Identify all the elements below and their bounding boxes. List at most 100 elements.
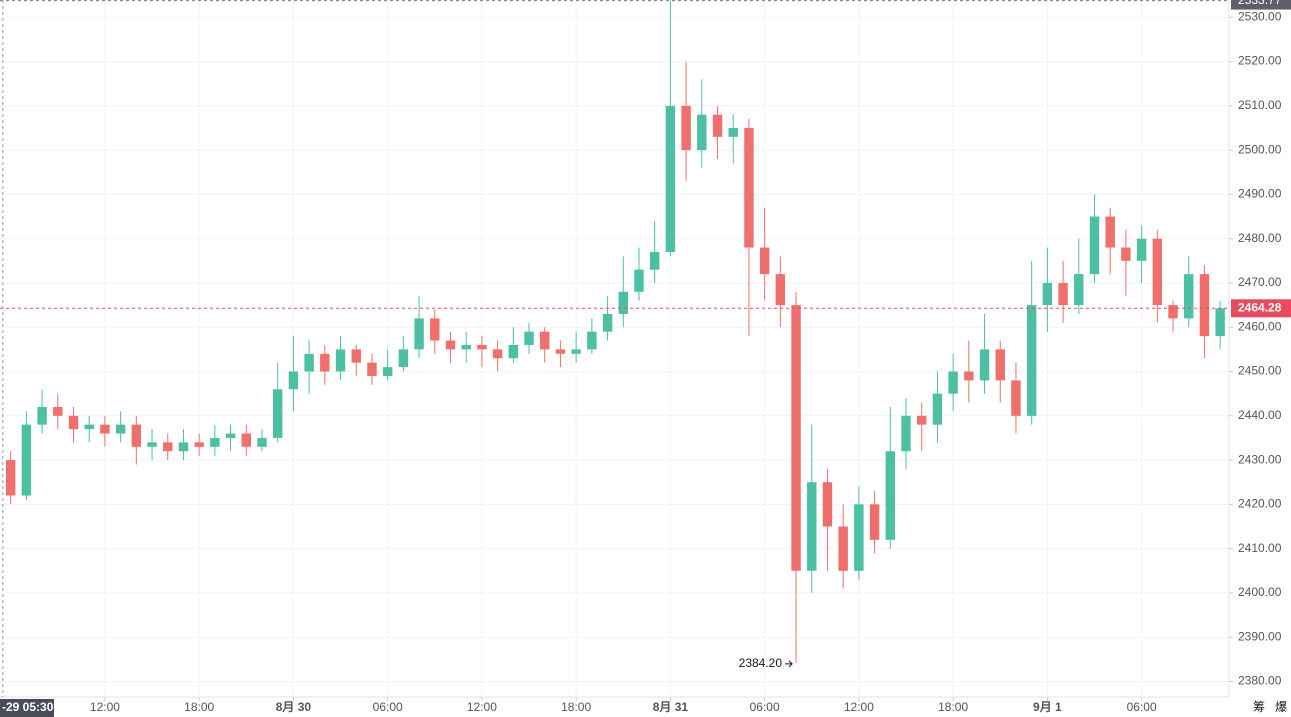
candle-body [351, 349, 361, 363]
candle-body [775, 274, 786, 306]
x-tick-label: 06:00 [373, 700, 403, 714]
y-tick-label: 2480.00 [1238, 231, 1282, 245]
candle-body [320, 353, 330, 372]
candle-body [241, 433, 252, 447]
candle-body [1042, 282, 1053, 306]
candle-body [304, 353, 314, 372]
low-arrow [785, 660, 793, 668]
candle-body [602, 313, 613, 332]
candle-body [257, 437, 267, 447]
x-tick-label: 12:00 [467, 700, 497, 714]
candle-body [84, 424, 94, 430]
candle-body [508, 344, 519, 359]
candle-body [649, 251, 660, 270]
low-label: 2384.20 [739, 656, 783, 670]
candle-body [697, 114, 707, 151]
candle-body [382, 367, 393, 376]
x-tick-label: 9月 1 [1033, 700, 1062, 714]
x-tick-label: 8月 30 [276, 700, 312, 714]
candle-body [335, 349, 346, 372]
candle-body [948, 371, 958, 394]
crosshair-label: -29 05:30 [2, 700, 54, 714]
candle-body [681, 105, 691, 151]
candle-body [634, 269, 644, 292]
y-tick-label: 2520.00 [1238, 54, 1282, 68]
candle-body [288, 371, 299, 390]
y-tick-label: 2390.00 [1238, 629, 1282, 643]
candle-body [869, 504, 880, 540]
candle-body [838, 526, 848, 571]
x-tick-label: 18:00 [561, 700, 591, 714]
candle-body [1058, 282, 1068, 306]
y-tick-label: 2420.00 [1238, 497, 1282, 511]
y-tick-label: 2380.00 [1238, 674, 1282, 688]
candle-body [1152, 238, 1163, 306]
candle-body [1184, 274, 1194, 319]
candle-body [477, 344, 487, 350]
candle-body [587, 331, 597, 350]
axis: 2380.00 2390.00 2400.00 2410.00 2420.00 2430.… [90, 9, 1282, 714]
candle-body [272, 389, 283, 438]
crosshair-label-box [0, 699, 54, 717]
candle-body [571, 349, 581, 354]
candle-body [37, 406, 47, 425]
candle-body [100, 424, 110, 434]
x-tick-label: 18:00 [938, 700, 968, 714]
candle-body [461, 344, 471, 350]
candle-body [445, 340, 456, 350]
candle-body [854, 504, 864, 571]
candle-body [791, 305, 801, 571]
candle-body [807, 482, 817, 571]
candle-body [995, 349, 1005, 381]
y-tick-label: 2510.00 [1238, 98, 1282, 112]
candle-body [1121, 247, 1131, 261]
candle-body [163, 442, 173, 452]
candle-body [916, 415, 927, 425]
candle-body [398, 349, 409, 368]
toolbar-icon[interactable]: 爆 [1275, 700, 1287, 714]
y-tick-label: 2460.00 [1238, 319, 1282, 333]
y-tick-label: 2530.00 [1238, 9, 1282, 23]
candle-body [618, 291, 628, 314]
candle-body [1215, 308, 1225, 337]
candle-body [430, 318, 440, 341]
y-tick-label: 2470.00 [1238, 275, 1282, 289]
y-tick-label: 2490.00 [1238, 187, 1282, 201]
candle-body [901, 415, 911, 452]
x-tick-label: 18:00 [184, 700, 214, 714]
candle-body [1089, 216, 1100, 275]
high-label: 2533.77 [1238, 0, 1282, 7]
y-tick-label: 2450.00 [1238, 364, 1282, 378]
candle-body [932, 393, 943, 425]
y-tick-label: 2400.00 [1238, 585, 1282, 599]
candle-body [367, 362, 377, 376]
toolbar-icon[interactable]: 筹 [1253, 700, 1265, 714]
candle-body [68, 415, 79, 430]
candle-body [555, 349, 566, 354]
candle-body [885, 451, 896, 540]
price-label: 2464.28 [1238, 300, 1282, 314]
candle-body [492, 349, 503, 359]
candle-body [210, 437, 220, 447]
candle-body [665, 105, 676, 252]
candle-body [414, 318, 424, 350]
y-tick-label: 2500.00 [1238, 142, 1282, 156]
candle-body [540, 331, 550, 350]
candle-body [979, 349, 990, 381]
candle-body [53, 406, 63, 416]
y-tick-label: 2410.00 [1238, 541, 1282, 555]
candle-body [964, 371, 974, 381]
candle-body [524, 331, 534, 345]
high-label-box [1231, 0, 1291, 10]
candle-body [1011, 380, 1021, 416]
y-tick-label: 2430.00 [1238, 452, 1282, 466]
candle-body [1136, 238, 1147, 261]
candle-body [1074, 274, 1084, 306]
x-tick-label: 8月 31 [653, 700, 689, 714]
candle-body [759, 247, 770, 275]
candle-body [5, 460, 16, 496]
x-tick-label: 12:00 [90, 700, 120, 714]
candle-body [225, 433, 236, 438]
